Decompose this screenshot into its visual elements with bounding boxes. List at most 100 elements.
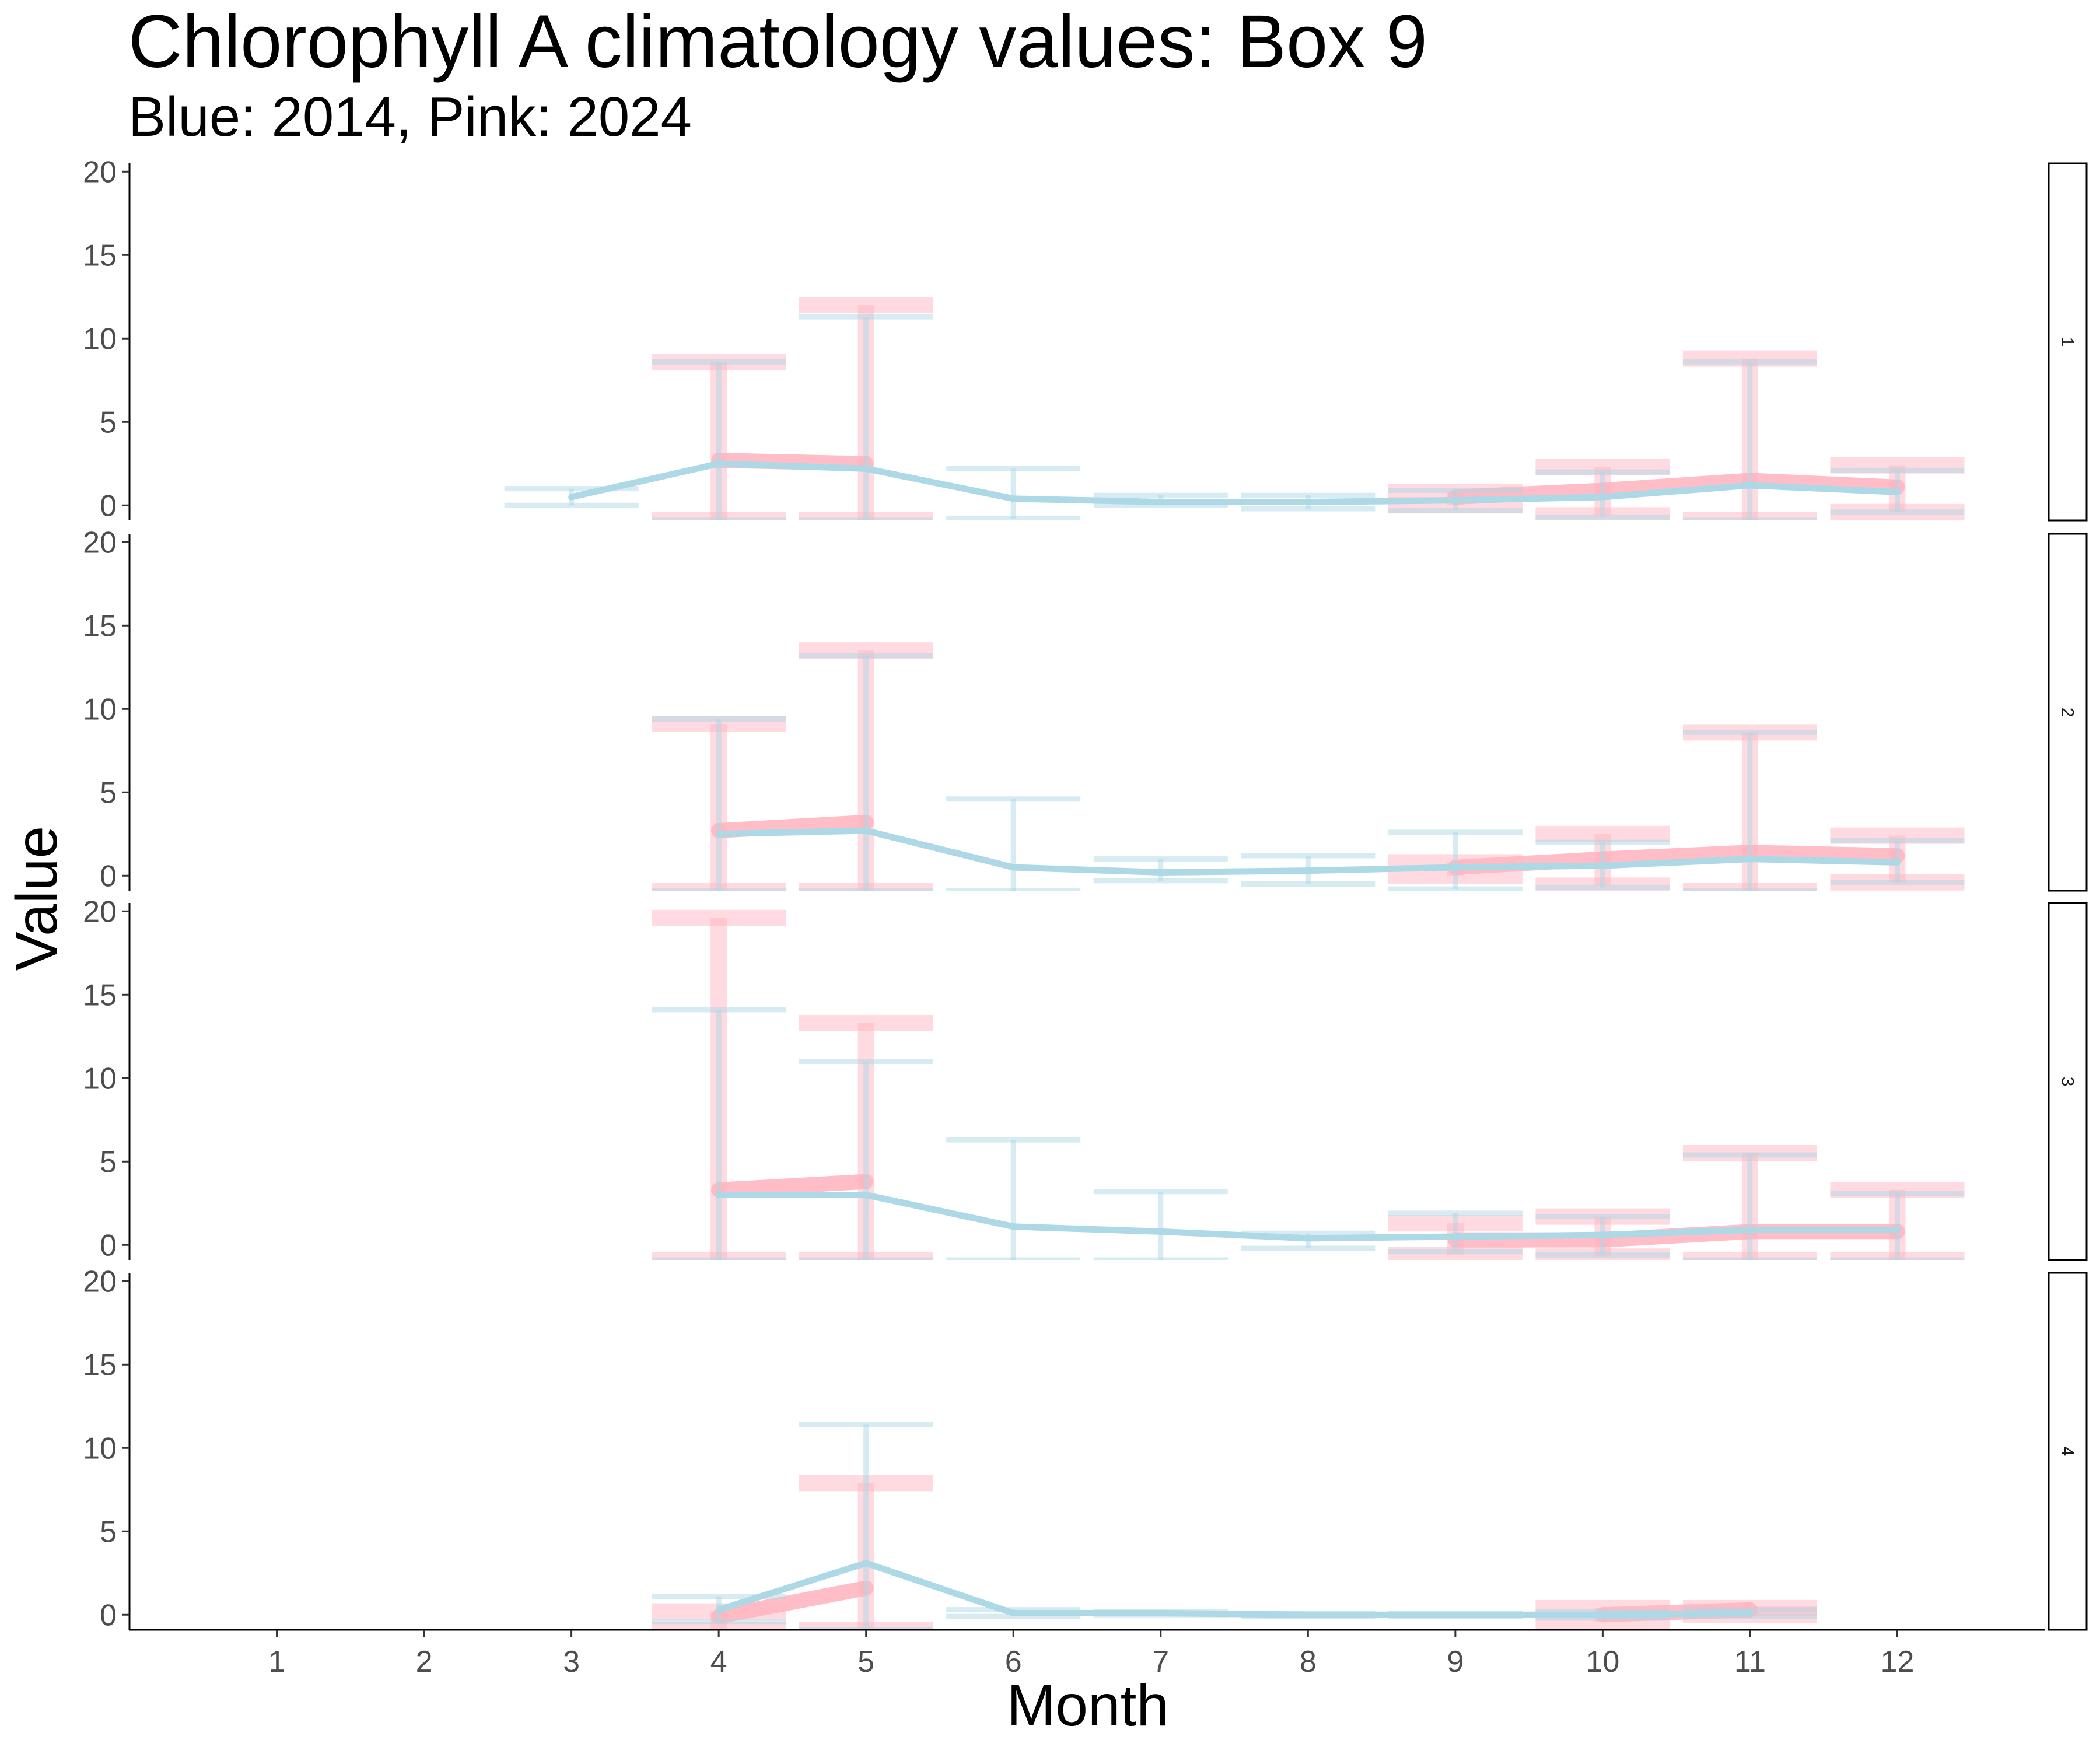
series-line-blue: [1602, 856, 1751, 869]
facet-strip: [2048, 533, 2088, 892]
x-tick-label: 10: [1586, 1645, 1619, 1679]
facet-strip-label: 1: [2058, 337, 2077, 347]
data-point-blue: [1157, 499, 1164, 506]
chart-title: Chlorophyll A climatology values: Box 9: [128, 0, 1427, 83]
series-line-blue: [1455, 862, 1603, 871]
y-tick-label: 0: [100, 1598, 117, 1632]
chart-subtitle: Blue: 2014, Pink: 2024: [128, 86, 692, 148]
data-point-blue: [1157, 1609, 1164, 1616]
data-point-blue: [1010, 864, 1017, 871]
data-point-blue: [1894, 859, 1901, 866]
x-tick-label: 3: [563, 1645, 580, 1679]
series-pink: [652, 1475, 1817, 1630]
y-tick-label: 15: [83, 609, 117, 643]
data-point-blue: [1304, 1235, 1311, 1242]
series-line-blue: [865, 827, 1014, 871]
series-line-pink: [1602, 845, 1751, 867]
data-point-blue: [1599, 494, 1606, 501]
y-tick-label: 20: [83, 155, 117, 189]
series-line-blue: [1455, 1231, 1603, 1240]
data-point-blue: [1157, 869, 1164, 876]
series-line-blue: [1602, 1609, 1750, 1618]
y-axis-title: Value: [4, 826, 69, 971]
y-tick-label: 0: [100, 489, 117, 523]
series-blue: [652, 1007, 1965, 1260]
series-line-blue: [865, 1192, 1014, 1230]
series-line-pink: [1749, 473, 1898, 495]
data-point-blue: [1452, 864, 1459, 871]
y-tick-label: 0: [100, 859, 117, 893]
y-tick-label: 10: [83, 1432, 117, 1465]
x-tick-label: 11: [1734, 1645, 1766, 1679]
data-point-blue: [863, 1560, 870, 1567]
panel-plot-area: [504, 297, 1965, 520]
series-line-blue: [570, 460, 720, 501]
series-line-blue: [1602, 482, 1751, 501]
data-point-blue: [715, 1191, 722, 1198]
series-blue: [652, 653, 1965, 891]
data-point-blue: [1894, 488, 1901, 495]
data-point-blue: [1452, 1611, 1459, 1618]
y-tick-label: 10: [83, 1062, 117, 1096]
y-tick-label: 5: [100, 776, 117, 810]
data-point-blue: [1746, 482, 1754, 489]
x-tick-label: 12: [1881, 1645, 1915, 1679]
y-tick-label: 5: [100, 1515, 117, 1549]
series-line-blue: [1160, 867, 1308, 876]
series-line-blue: [1308, 497, 1455, 506]
series-pink: [652, 909, 1965, 1260]
data-point-blue: [1452, 497, 1459, 504]
y-tick-label: 10: [83, 692, 117, 726]
series-line-blue: [1013, 1223, 1161, 1235]
series-line-pink: [1749, 845, 1898, 863]
data-point-blue: [1010, 495, 1017, 502]
panel-3: 0 5 10 15 20 3: [83, 895, 2088, 1262]
x-tick-label: 8: [1300, 1645, 1317, 1679]
y-tick-label: 5: [100, 405, 117, 439]
facet-strip: [2048, 162, 2088, 522]
data-point-blue: [1010, 1223, 1017, 1230]
series-line-blue: [718, 460, 866, 472]
series-blue: [504, 314, 1965, 520]
series-line-blue: [865, 465, 1014, 502]
x-tick-label: 4: [710, 1645, 727, 1679]
data-point-blue: [1746, 1227, 1754, 1234]
y-tick-label: 10: [83, 322, 117, 356]
series-line-pink: [718, 1174, 867, 1198]
data-point-blue: [863, 827, 870, 834]
data-point-blue: [863, 1191, 870, 1198]
y-tick-label: 5: [100, 1145, 117, 1179]
series-line-blue: [1749, 856, 1898, 866]
data-point-blue: [863, 465, 870, 472]
panel-plot-area: [652, 909, 1965, 1260]
data-point-blue: [1746, 856, 1754, 863]
series-line-blue: [1602, 1227, 1751, 1238]
facet-strip-label: 3: [2058, 1077, 2077, 1087]
facet-strip: [2048, 1272, 2088, 1631]
x-tick-label: 6: [1005, 1645, 1022, 1679]
data-point-blue: [1304, 499, 1311, 506]
y-tick-label: 20: [83, 895, 117, 929]
data-point-blue: [568, 494, 575, 501]
series-line-blue: [1308, 864, 1455, 874]
y-tick-label: 20: [83, 526, 117, 559]
data-point-blue: [1599, 1611, 1606, 1618]
data-point-blue: [1894, 1227, 1901, 1234]
series-blue: [652, 1422, 1817, 1630]
data-point-blue: [715, 460, 722, 467]
panel-plot-area: [652, 642, 1965, 891]
y-tick-label: 15: [83, 1348, 117, 1382]
series-line-pink: [718, 814, 867, 839]
x-axis: 1 2 3 4 5 6 7 8 9 10 11 12: [130, 1629, 2045, 1679]
series-line-blue: [1749, 482, 1898, 495]
series-line-pink: [718, 453, 866, 471]
data-point-blue: [1452, 1233, 1459, 1240]
series-line-blue: [1160, 1228, 1308, 1242]
panel-plot-area: [652, 1422, 1817, 1630]
series-line-blue: [719, 827, 866, 838]
series-line-blue: [718, 1560, 867, 1613]
x-tick-label: 2: [416, 1645, 433, 1679]
series-line-blue: [864, 1560, 1014, 1616]
